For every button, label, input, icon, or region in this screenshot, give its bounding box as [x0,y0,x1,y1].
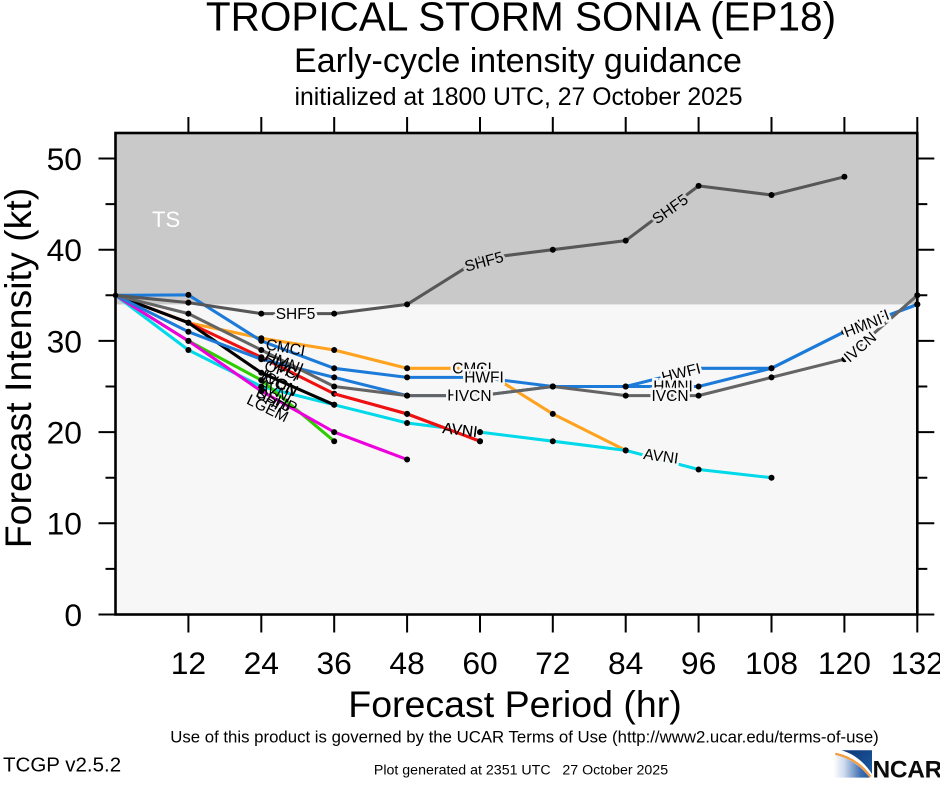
svg-text:Plot generated at 2351 UTC 2: Plot generated at 2351 UTC 27 October 20… [374,763,668,779]
svg-text:72: 72 [535,645,570,681]
svg-text:TROPICAL STORM SONIA (EP18): TROPICAL STORM SONIA (EP18) [206,0,836,40]
svg-text:IVCN: IVCN [454,388,491,405]
svg-text:TS: TS [152,207,180,232]
svg-text:108: 108 [745,645,798,681]
svg-text:TCGP v2.5.2: TCGP v2.5.2 [3,754,121,777]
svg-text:30: 30 [47,323,82,359]
svg-text:24: 24 [244,645,279,681]
svg-text:40: 40 [47,232,82,268]
svg-text:SHF5: SHF5 [276,306,316,323]
svg-text:120: 120 [818,645,871,681]
svg-text:IVCN: IVCN [651,388,688,405]
svg-text:0: 0 [64,597,82,633]
svg-text:20: 20 [47,415,82,451]
svg-text:10: 10 [47,506,82,542]
svg-text:12: 12 [171,645,206,681]
svg-text:48: 48 [389,645,424,681]
svg-text:Forecast Intensity (kt): Forecast Intensity (kt) [0,188,39,549]
svg-text:36: 36 [317,645,352,681]
svg-text:50: 50 [47,141,82,177]
svg-text:60: 60 [462,645,497,681]
svg-text:HWFI: HWFI [464,370,504,387]
svg-text:NCAR: NCAR [873,757,940,781]
svg-text:132: 132 [891,645,940,681]
svg-text:Early-cycle intensity guidance: Early-cycle intensity guidance [294,42,742,80]
svg-text:initialized at 1800 UTC, 27 Oc: initialized at 1800 UTC, 27 October 2025 [295,84,743,111]
svg-text:84: 84 [608,645,643,681]
svg-text:96: 96 [681,645,716,681]
svg-text:Use of this product is governe: Use of this product is governed by the U… [170,728,879,747]
svg-text:Forecast Period (hr): Forecast Period (hr) [348,683,681,725]
